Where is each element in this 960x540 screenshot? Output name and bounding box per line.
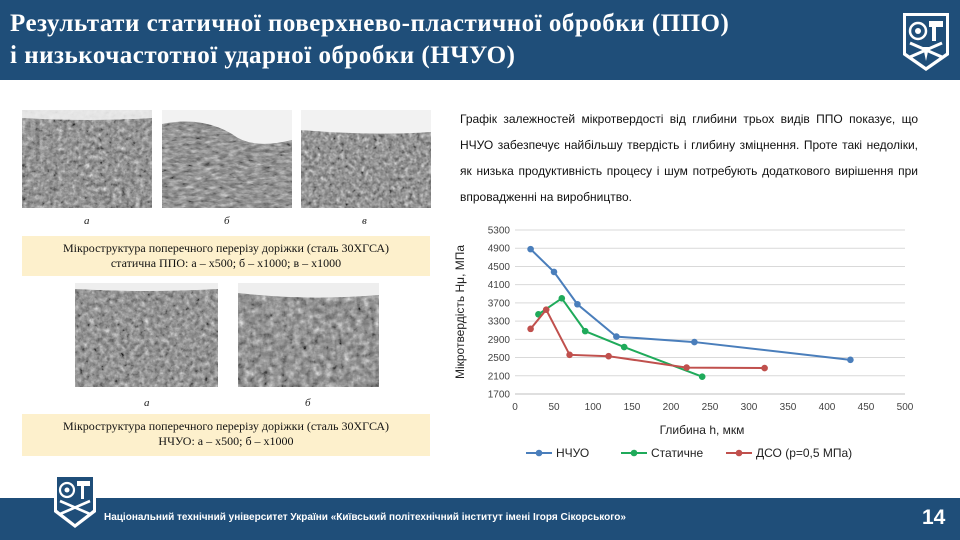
legend-marker-0 <box>535 449 543 457</box>
chart-point-series-1 <box>558 295 566 302</box>
chart-point-series-2 <box>527 325 534 333</box>
chart-x-tick-label: 250 <box>702 402 719 413</box>
micrograph-top-b <box>162 110 292 208</box>
microhardness-chart: 1700210025002900330037004100450049005300… <box>453 226 914 461</box>
micrograph-label-c: в <box>362 215 367 227</box>
chart-x-tick-label: 100 <box>585 402 602 413</box>
header-bar <box>0 0 960 80</box>
legend-marker-1 <box>630 449 638 457</box>
chart-y-tick-label: 2100 <box>488 371 511 382</box>
caption-nchuo-line1: Мікроструктура поперечного перерізу дорі… <box>62 419 390 433</box>
caption-static-line2: статична ППО: а – х500; б – х1000; в – х… <box>110 256 342 270</box>
kpi-footer-logo-icon <box>54 474 96 528</box>
chart-x-tick-label: 350 <box>780 402 797 413</box>
legend-label-1: Статичне <box>651 446 704 460</box>
chart-x-tick-label: 500 <box>897 402 914 413</box>
micrograph-top-a <box>22 110 152 208</box>
chart-y-tick-label: 4500 <box>488 262 511 273</box>
chart-y-tick-label: 2900 <box>488 335 511 346</box>
page-number: 14 <box>922 506 946 529</box>
chart-point-series-2 <box>542 306 550 314</box>
micrograph-label-b: б <box>224 215 230 227</box>
legend-label-0: НЧУО <box>556 446 589 460</box>
chart-y-tick-label: 1700 <box>488 390 511 401</box>
chart-y-tick-label: 3700 <box>488 298 511 309</box>
chart-series-line-2 <box>529 307 765 370</box>
chart-x-tick-label: 300 <box>741 402 758 413</box>
chart-x-tick-label: 450 <box>858 402 875 413</box>
chart-y-tick-label: 4900 <box>488 244 511 255</box>
chart-series-line-0 <box>529 248 851 361</box>
micrograph-bottom-a <box>75 283 218 387</box>
caption-static: Мікроструктура поперечного перерізу дорі… <box>22 236 430 276</box>
caption-nchuo: Мікроструктура поперечного перерізу дорі… <box>22 414 430 456</box>
micrograph-bottom-label-b: б <box>305 397 311 409</box>
title-line-2: і низькочастотної ударної обробки (НЧУО) <box>10 42 516 69</box>
micrograph-label-a: а <box>84 215 90 227</box>
chart-y-tick-label: 3300 <box>488 317 511 328</box>
chart-point-series-1 <box>620 343 628 351</box>
chart-point-series-0 <box>527 245 534 253</box>
caption-nchuo-line2: НЧУО: а – х500; б – х1000 <box>158 434 294 448</box>
chart-x-tick-label: 150 <box>624 402 641 413</box>
kpi-logo-icon <box>903 13 949 71</box>
chart-point-series-0 <box>574 300 581 308</box>
chart-point-series-0 <box>691 338 698 346</box>
chart-point-series-2 <box>761 364 768 372</box>
chart-point-series-1 <box>581 327 589 335</box>
chart-x-tick-label: 200 <box>663 402 680 413</box>
chart-point-series-0 <box>847 356 854 364</box>
description-text: Графік залежностей мікротвердості від гл… <box>460 112 918 204</box>
chart-x-tick-label: 50 <box>548 402 560 413</box>
legend-marker-2 <box>735 449 743 457</box>
micrograph-top-c <box>301 110 431 208</box>
chart-point-series-2 <box>566 351 573 359</box>
chart-y-tick-label: 4100 <box>488 280 511 291</box>
chart-point-series-2 <box>605 352 612 360</box>
chart-y-tick-label: 5300 <box>488 226 511 237</box>
chart-y-axis-label: Мікротвердість Hμ, МПа <box>453 245 467 379</box>
chart-x-tick-label: 0 <box>512 402 518 413</box>
chart-x-axis-label: Глибина h, мкм <box>660 423 745 437</box>
title-line-1: Результати статичної поверхнево-пластичн… <box>10 10 730 37</box>
chart-y-tick-label: 2500 <box>488 353 511 364</box>
chart-point-series-0 <box>613 333 620 340</box>
chart-point-series-1 <box>698 373 706 380</box>
micrograph-bottom-b <box>238 283 379 387</box>
footer-bar <box>0 498 960 540</box>
chart-x-tick-label: 400 <box>819 402 836 413</box>
legend-label-2: ДСО (р=0,5 МПа) <box>756 446 852 460</box>
footer-organization: Національний технічний університет Украї… <box>104 512 626 523</box>
slide-title: Результати статичної поверхнево-пластичн… <box>10 8 729 72</box>
micrograph-bottom-label-a: а <box>144 397 150 409</box>
chart-point-series-0 <box>550 268 558 276</box>
caption-static-line1: Мікроструктура поперечного перерізу дорі… <box>62 241 390 255</box>
chart-point-series-2 <box>683 364 690 371</box>
